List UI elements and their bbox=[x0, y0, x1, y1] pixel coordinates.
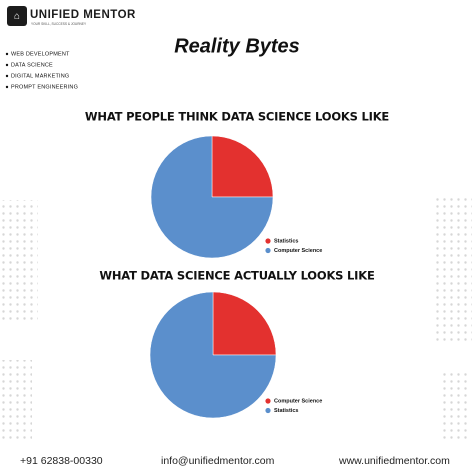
legend-label: Statistics bbox=[274, 408, 298, 414]
chart-title: WHAT PEOPLE THINK DATA SCIENCE LOOKS LIK… bbox=[85, 110, 390, 124]
footer-phone[interactable]: +91 62838-00330 bbox=[20, 455, 103, 467]
legend-label: Statistics bbox=[274, 238, 298, 244]
logo-glyph: ⌂ bbox=[14, 11, 20, 22]
charts: WHAT PEOPLE THINK DATA SCIENCE LOOKS LIK… bbox=[85, 110, 390, 419]
footer-email[interactable]: info@unifiedmentor.com bbox=[161, 455, 275, 467]
menu-bullet bbox=[5, 52, 9, 56]
dot-decoration bbox=[2, 360, 32, 440]
legend-label: Computer Science bbox=[274, 398, 322, 404]
pie-slice bbox=[211, 135, 274, 198]
menu-item: PROMPT ENGINEERING bbox=[11, 84, 78, 90]
logo[interactable]: ⌂ UNIFIED MENTOR YOUR SKILL, SUCCESS & J… bbox=[7, 6, 136, 26]
pie-slice bbox=[212, 291, 277, 356]
legend-swatch bbox=[265, 407, 271, 414]
footer-website[interactable]: www.unifiedmentor.com bbox=[338, 455, 450, 467]
menu-bullet bbox=[5, 74, 9, 78]
pie-slice bbox=[149, 291, 277, 419]
menu-item: DIGITAL MARKETING bbox=[11, 73, 69, 79]
menu-item: DATA SCIENCE bbox=[11, 62, 53, 68]
menu-item: WEB DEVELOPMENT bbox=[11, 51, 70, 57]
dot-decoration bbox=[436, 195, 472, 345]
headline: Reality Bytes bbox=[174, 35, 300, 57]
brand-tagline: YOUR SKILL, SUCCESS & JOURNEY bbox=[31, 22, 87, 26]
legend-label: Computer Science bbox=[274, 248, 322, 254]
legend-swatch bbox=[265, 247, 271, 254]
pie-slice bbox=[150, 135, 274, 259]
logo-icon bbox=[7, 6, 27, 26]
footer: +91 62838-00330 info@unifiedmentor.com w… bbox=[20, 455, 450, 467]
brand-name: UNIFIED MENTOR bbox=[30, 9, 136, 21]
menu-bullet bbox=[5, 85, 9, 89]
legend-swatch bbox=[265, 398, 271, 404]
menu: WEB DEVELOPMENT DATA SCIENCE DIGITAL MARKE… bbox=[5, 51, 78, 90]
chart-title: WHAT DATA SCIENCE ACTUALLY LOOKS LIKE bbox=[99, 269, 375, 283]
legend-swatch bbox=[265, 238, 271, 244]
dot-decoration bbox=[440, 370, 470, 440]
menu-bullet bbox=[5, 63, 9, 67]
dot-decoration bbox=[2, 200, 38, 320]
